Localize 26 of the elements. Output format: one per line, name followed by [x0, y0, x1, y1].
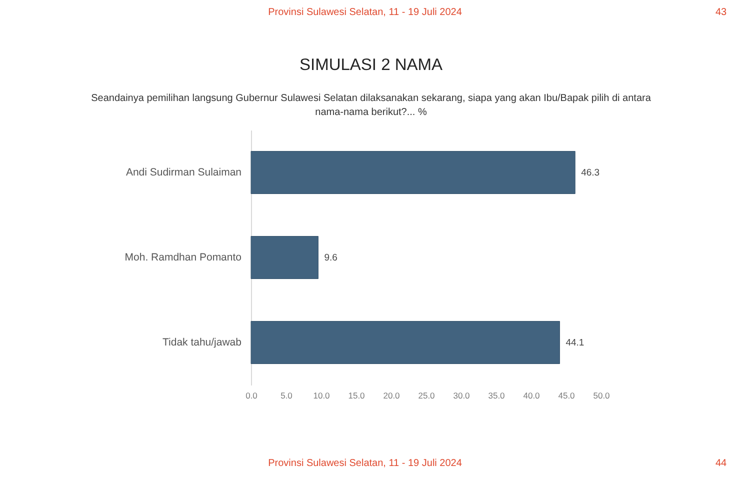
bar — [250, 236, 318, 279]
x-tick-label: 35.0 — [488, 390, 506, 400]
data-label: 46.3 — [581, 168, 600, 178]
x-tick-label: 40.0 — [523, 390, 540, 400]
x-tick-label: 20.0 — [383, 390, 400, 400]
bar — [250, 151, 576, 194]
y-tick-label: Tidak tahu/jawab — [162, 336, 242, 348]
x-tick-label: 15.0 — [348, 390, 366, 400]
x-tick-label: 0.0 — [246, 390, 258, 400]
y-tick-label: Moh. Ramdhan Pomanto — [124, 252, 242, 264]
text: Provinsi Sulawesi Selatan, 11 - 19 Juli 2024 — [268, 458, 462, 469]
text: Provinsi Sulawesi Selatan, 11 - 19 Juli 2024 — [268, 7, 462, 18]
y-tick-label: Andi Sudirman Sulaiman — [126, 166, 242, 178]
bar — [250, 321, 560, 364]
text: 44 — [715, 458, 727, 469]
x-tick-label: 45.0 — [558, 390, 576, 400]
x-tick-label: 30.0 — [453, 390, 470, 400]
chart-subtitle: Seandainya pemilihan langsung Gubernur Sulawesi Selatan dilaksanakan sekarang, siapa yang akan Ibu/Bapak pilih di antara nama-nama berikut?... % — [91, 93, 652, 118]
data-label: 44.1 — [566, 338, 584, 348]
text: 43 — [715, 7, 727, 18]
x-tick-label: 5.0 — [280, 390, 293, 400]
chart-title: SIMULASI 2 NAMA — [299, 56, 443, 74]
x-tick-label: 25.0 — [418, 390, 436, 400]
data-label: 9.6 — [324, 252, 338, 264]
x-tick-label: 10.0 — [313, 390, 330, 400]
x-tick-label: 50.0 — [593, 390, 610, 400]
